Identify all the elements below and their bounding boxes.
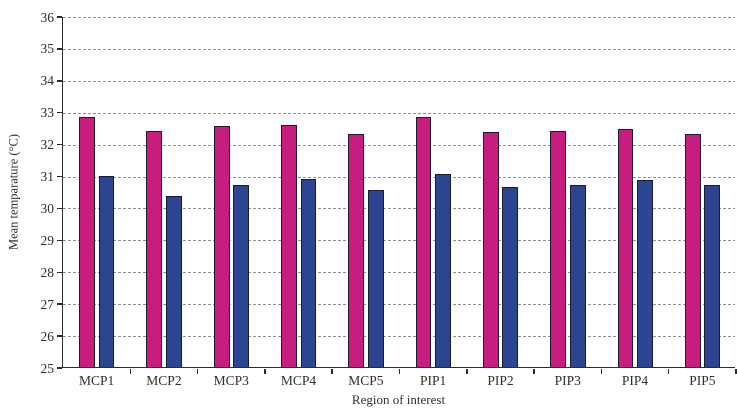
gridline-32 <box>63 144 735 146</box>
y-tick-label-30: 30 <box>40 200 55 216</box>
y-axis-title: Mean temparature (°C) <box>6 133 21 251</box>
y-tick-label-27: 27 <box>40 296 55 312</box>
x-category-label-pip1: PIP1 <box>420 373 447 388</box>
bar-pip3-pink-series <box>550 130 567 367</box>
y-tick-label-25: 25 <box>40 360 55 376</box>
y-tick-label-34: 34 <box>40 73 55 89</box>
gridline-33 <box>63 112 735 114</box>
bar-mcp5-pink-series <box>348 134 365 367</box>
y-tick-label-29: 29 <box>40 232 55 248</box>
x-tick-5 <box>398 368 401 374</box>
bar-mcp2-blue-series <box>165 196 182 367</box>
bar-pip3-blue-series <box>569 185 586 367</box>
bar-pip5-blue-series <box>704 185 721 367</box>
x-category-label-pip5: PIP5 <box>689 373 716 388</box>
x-category-label-mcp2: MCP2 <box>146 373 182 388</box>
y-tick-35 <box>56 48 62 50</box>
plot-area: 25 26 27 28 29 30 31 32 33 34 35 36 MCP1 MCP2 MCP3 MCP4… <box>41 10 737 388</box>
x-category-label-mcp1: MCP1 <box>79 373 115 388</box>
bar-mcp2-pink-series <box>146 130 163 367</box>
gridline-27 <box>63 304 735 306</box>
x-category-label-pip3: PIP3 <box>554 373 581 388</box>
bar-mcp3-pink-series <box>213 126 230 367</box>
y-tick-25 <box>56 367 62 369</box>
x-tick-10 <box>735 368 737 374</box>
gridline-26 <box>63 336 735 338</box>
y-tick-label-26: 26 <box>40 328 55 344</box>
x-category-label-mcp4: MCP4 <box>280 373 317 388</box>
x-tick-9 <box>667 368 670 374</box>
bar-pip2-pink-series <box>482 132 499 367</box>
x-category-label-mcp3: MCP3 <box>213 373 249 388</box>
y-tick-label-36: 36 <box>40 9 55 25</box>
y-tick-34 <box>56 80 62 82</box>
bar-mcp1-pink-series <box>79 116 95 367</box>
x-category-label-pip2: PIP2 <box>487 373 514 388</box>
y-tick-26 <box>56 335 62 337</box>
gridline-35 <box>63 48 735 50</box>
bar-mcp4-blue-series <box>300 178 317 367</box>
gridline-34 <box>63 80 735 82</box>
y-tick-33 <box>56 111 62 114</box>
bar-mcp5-blue-series <box>367 189 384 367</box>
bar-pip1-blue-series <box>435 173 451 367</box>
x-tick-1 <box>129 368 132 374</box>
y-tick-31 <box>56 175 62 178</box>
y-tick-30 <box>56 207 62 210</box>
y-tick-32 <box>56 143 62 146</box>
bar-pip4-blue-series <box>637 180 653 367</box>
gridline-30 <box>63 208 735 210</box>
y-tick-28 <box>56 271 62 274</box>
y-tick-27 <box>56 303 62 305</box>
bar-pip4-pink-series <box>617 129 634 367</box>
x-tick-6 <box>466 368 468 374</box>
y-tick-label-31: 31 <box>40 169 55 185</box>
y-tick-label-32: 32 <box>40 137 55 153</box>
bar-mcp1-blue-series <box>98 175 115 367</box>
x-tick-7 <box>533 368 535 374</box>
x-tick-2 <box>196 368 199 374</box>
x-axis-title: Region of interest <box>351 392 446 407</box>
bar-pip5-pink-series <box>684 134 701 367</box>
gridline-36 <box>63 17 735 18</box>
y-tick-36 <box>56 16 62 18</box>
gridline-28 <box>63 272 735 274</box>
y-tick-label-35: 35 <box>40 41 55 57</box>
bar-mcp3-blue-series <box>233 185 250 367</box>
y-tick-label-28: 28 <box>40 264 55 280</box>
bar-mcp4-pink-series <box>281 124 297 367</box>
gridline-29 <box>63 240 735 242</box>
x-tick-8 <box>600 368 603 374</box>
bar-pip1-pink-series <box>415 116 432 367</box>
x-tick-4 <box>331 368 333 374</box>
x-tick-3 <box>264 368 266 374</box>
y-tick-label-33: 33 <box>40 105 55 121</box>
y-tick-29 <box>56 239 62 242</box>
x-category-label-mcp5: MCP5 <box>348 373 384 388</box>
x-category-label-pip4: PIP4 <box>621 373 649 388</box>
bar-pip2-blue-series <box>502 186 519 367</box>
gridline-31 <box>63 176 735 178</box>
